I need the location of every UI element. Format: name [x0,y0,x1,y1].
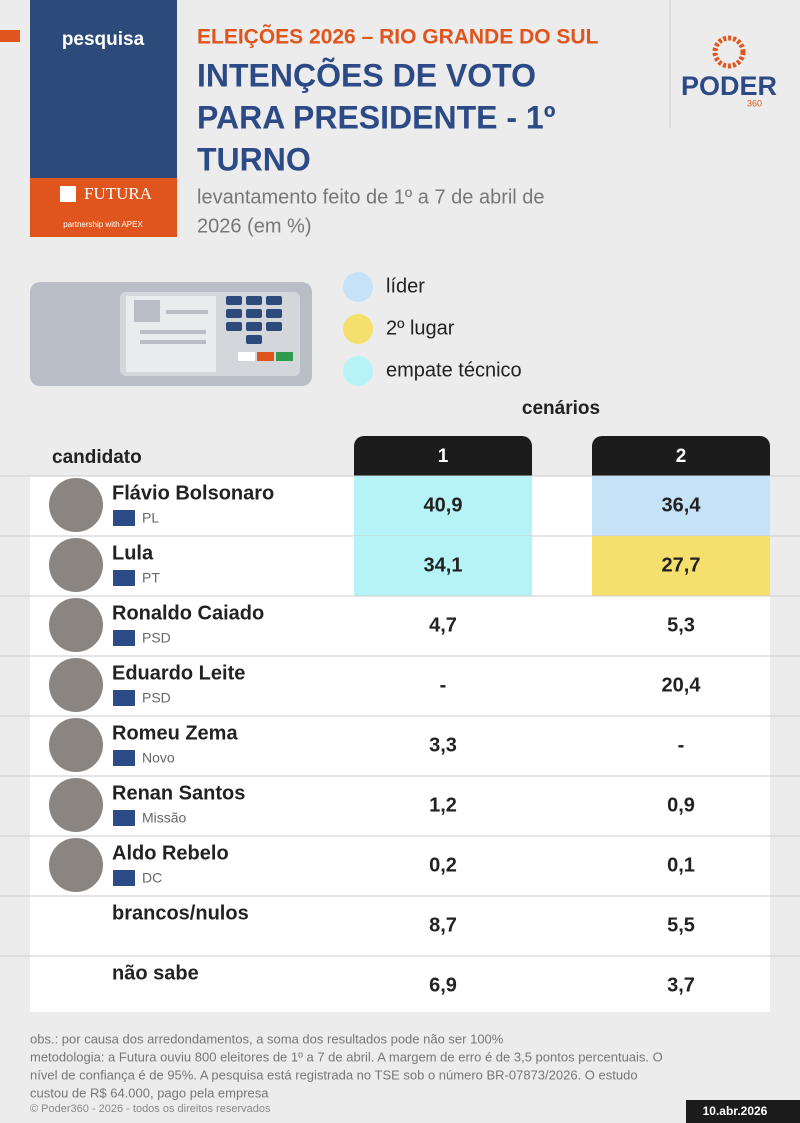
party-name: PSD [142,630,171,646]
row-label: brancos/nulos [112,902,249,924]
party-logo [113,570,135,586]
accent [0,30,20,42]
party-name: Missão [142,810,187,826]
row-label: não sabe [112,962,199,984]
legend-swatch [343,314,373,344]
title-line: TURNO [197,141,311,177]
sponsor-icon [60,186,76,202]
candidate-photo [49,838,103,892]
candidate-name: Renan Santos [112,782,245,804]
party-logo [113,750,135,766]
cell-value: 27,7 [662,554,701,576]
cell-value: 5,5 [667,914,695,936]
date: 10.abr.2026 [703,1104,768,1118]
tag: pesquisa [62,29,145,50]
note-line: obs.: por causa dos arredondamentos, a s… [30,1031,504,1046]
legend-label: 2º lugar [386,317,455,339]
legend-label: líder [386,275,425,297]
scenario-tab [592,436,770,476]
cell-value: 20,4 [662,674,702,696]
legend-swatch [343,272,373,302]
voting-machine [30,282,312,386]
cell-highlight [592,536,770,596]
tag-box [30,0,177,180]
candidate-name: Eduardo Leite [112,662,245,684]
candidate-photo [49,478,103,532]
candidate-name: Aldo Rebelo [112,842,229,864]
cell-value: 8,7 [429,914,457,936]
cell-value: 0,1 [667,854,695,876]
cell-value: 6,9 [429,974,457,996]
candidate-photo [49,598,103,652]
cell-value: 34,1 [424,554,463,576]
party-logo [113,630,135,646]
party-logo [113,810,135,826]
note-line: custou de R$ 64.000, pago pela empresa [30,1085,269,1100]
cell-value: 3,3 [429,734,457,756]
date-box [686,1100,800,1123]
candidate-name: Lula [112,542,154,564]
cell-highlight [592,476,770,536]
brand: PODER [681,71,777,101]
candidate-photo [49,658,103,712]
candidate-photo [49,538,103,592]
note-line: metodologia: a Futura ouviu 800 eleitore… [30,1049,663,1064]
scenario-tab [354,436,532,476]
candidate-photo [49,718,103,772]
legend-label: empate técnico [386,359,522,381]
brand-sub: 360 [747,98,762,108]
party-name: PT [142,570,160,586]
scenario-label: 2 [676,446,687,467]
scenario-label: 1 [438,446,449,467]
party-logo [113,870,135,886]
kicker: ELEIÇÕES 2026 – RIO GRANDE DO SUL [197,25,599,49]
subtitle-line: levantamento feito de 1º a 7 de abril de [197,186,545,208]
cell-highlight [354,536,532,596]
brand-logo [712,35,746,69]
group-label: cenários [522,398,600,419]
party-logo [113,690,135,706]
candidate-name: Romeu Zema [112,722,238,744]
sponsor-box [30,178,177,237]
sponsor: FUTURA [84,184,153,203]
cell-value: 0,2 [429,854,457,876]
cell-value: 5,3 [667,614,695,636]
column-label: candidato [52,447,142,468]
cell-value: 0,9 [667,794,695,816]
title-line: INTENÇÕES DE VOTO [197,57,536,93]
cell-value: 1,2 [429,794,457,816]
cell-value: 3,7 [667,974,695,996]
title-line: PARA PRESIDENTE - 1º [197,99,556,135]
candidate-name: Ronaldo Caiado [112,602,264,624]
cell-value: 4,7 [429,614,457,636]
party-name: Novo [142,750,175,766]
subtitle-line: 2026 (em %) [197,215,312,237]
party-name: DC [142,870,162,886]
party-name: PSD [142,690,171,706]
candidate-name: Flávio Bolsonaro [112,482,274,504]
party-name: PL [142,510,159,526]
cell-value: 40,9 [424,494,463,516]
candidate-photo [49,778,103,832]
sponsor-sub: partnership with APEX [63,220,143,229]
legend-swatch [343,356,373,386]
cell-value: 36,4 [662,494,702,516]
cell-highlight [354,476,532,536]
party-logo [113,510,135,526]
copyright: © Poder360 - 2026 - todos os direitos re… [30,1103,271,1115]
cell-value: - [440,674,447,696]
cell-value: - [678,734,685,756]
note-line: nível de confiança é de 95%. A pesquisa … [30,1067,638,1082]
